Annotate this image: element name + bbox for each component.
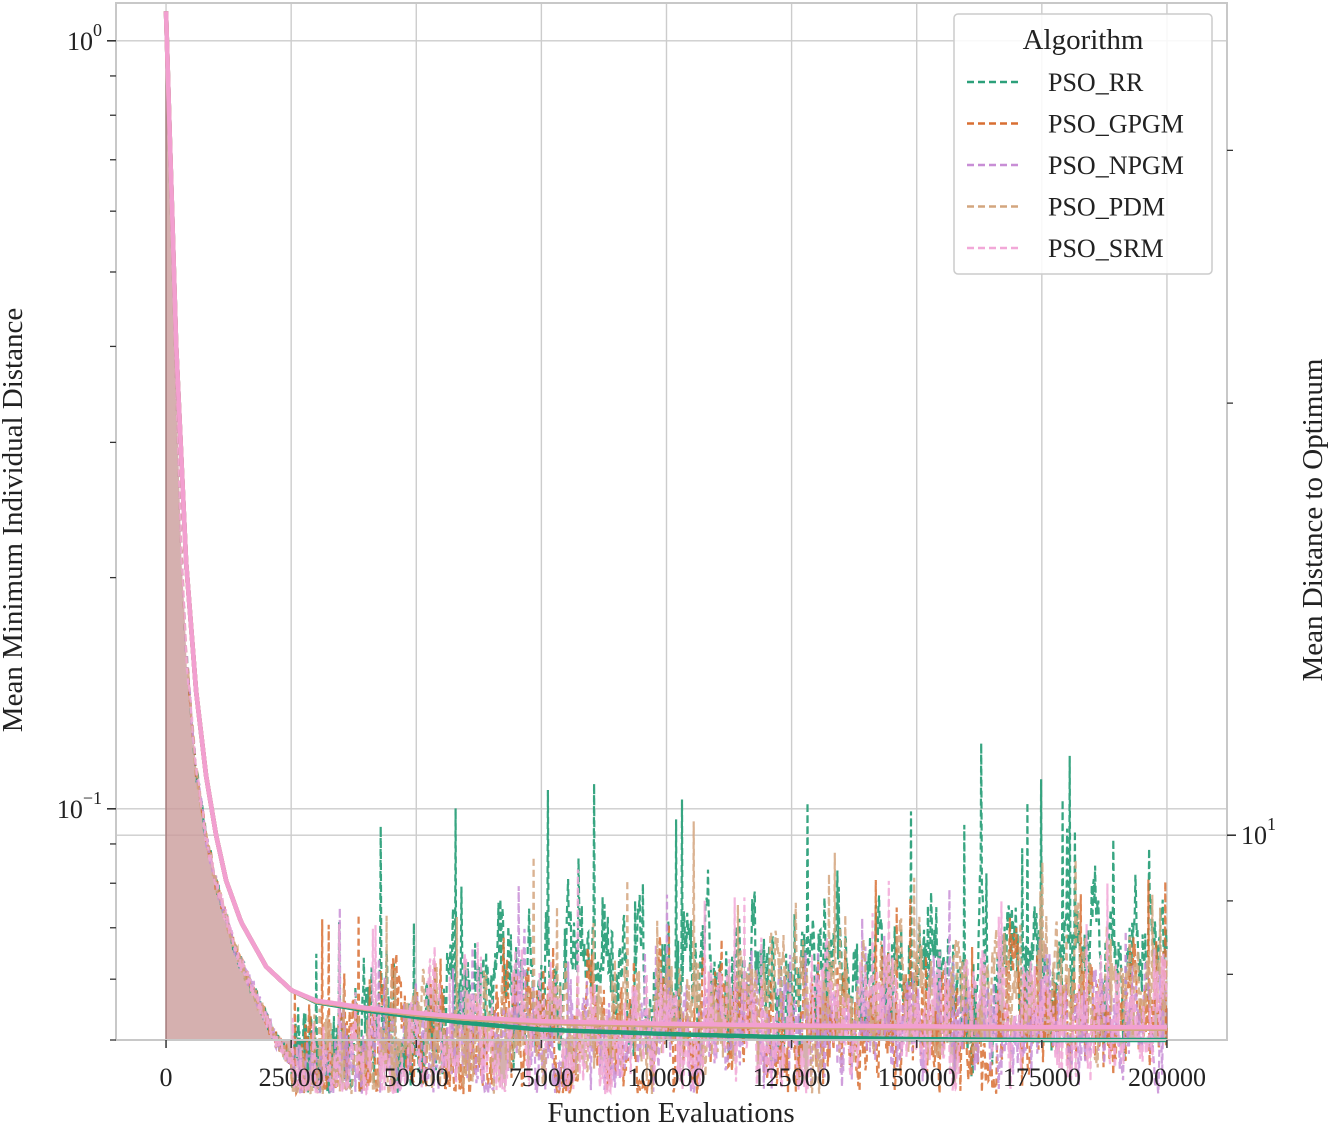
legend-entries: PSO_RR PSO_GPGM PSO_NPGM PSO_PDM PSO_SRM [967,68,1184,263]
x-tick-label-8: 200000 [1128,1063,1206,1092]
x-tick-label-6: 150000 [878,1063,956,1092]
axes [115,2,1228,1041]
x-tick-label-7: 175000 [1003,1063,1081,1092]
x-tick-label-1: 25000 [259,1063,324,1092]
tick-labels: 0 25000 50000 75000 100000 125000 150000 175000… [57,20,1276,1092]
right-series-line-PSO_SRM [163,11,1167,1030]
area-fill [165,40,1168,1095]
left-y-axis-label: Mean Minimum Individual Distance [0,308,29,732]
right-tick-label-0: 101 [1241,814,1276,850]
legend-label-PSO_NPGM: PSO_NPGM [1048,151,1184,180]
legend-title: Algorithm [1023,24,1144,56]
series-line-PSO_SRM [164,40,1168,1096]
x-axis-label: Function Evaluations [547,1097,794,1129]
left-tick-label-1: 10−1 [57,788,102,824]
legend-label-PSO_PDM: PSO_PDM [1048,193,1165,222]
right-y-axis-label: Mean Distance to Optimum [1297,358,1329,681]
plot-frame [115,2,1228,1041]
x-tick-label-3: 75000 [509,1063,574,1092]
x-tick-label-5: 125000 [753,1063,831,1092]
legend-label-PSO_SRM: PSO_SRM [1048,234,1164,263]
right-axis-lines [163,11,1167,1043]
x-tick-label-4: 100000 [627,1063,705,1092]
legend-frame [953,13,1213,275]
left-tick-label-0: 100 [67,20,102,56]
series-lines [164,40,1168,1098]
x-tick-label-0: 0 [160,1063,173,1092]
x-tick-label-2: 50000 [384,1063,449,1092]
legend-label-PSO_GPGM: PSO_GPGM [1048,110,1184,139]
legend: Algorithm PSO_RRPSO_GPGMPSO_NPGMPSO_PDMP… [953,13,1213,275]
legend-label-PSO_RR: PSO_RR [1048,68,1144,97]
